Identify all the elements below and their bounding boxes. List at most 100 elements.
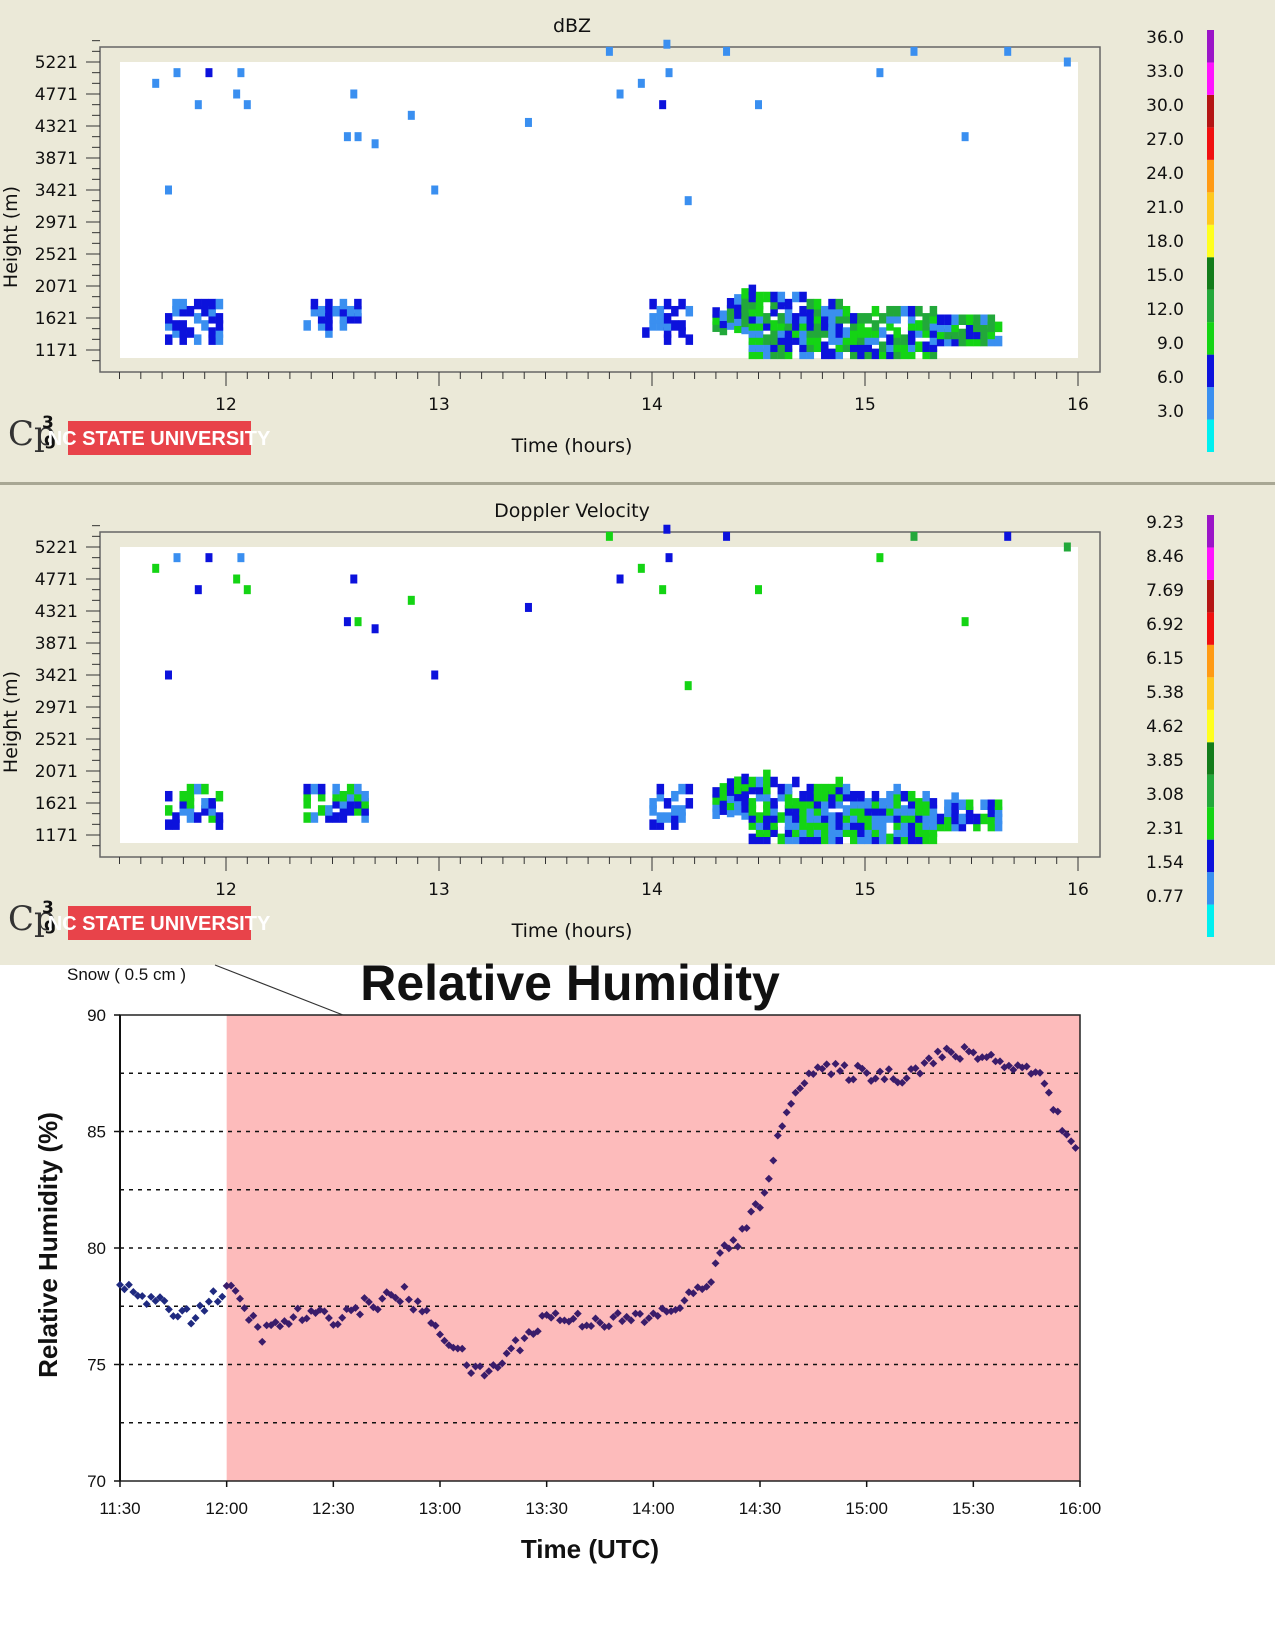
radar-echo-cell <box>876 68 884 78</box>
rh-data-point <box>787 1099 796 1108</box>
x-tick-label: 14 <box>641 880 663 900</box>
radar-echo-cell <box>770 327 778 338</box>
radar-echo-cell <box>828 327 836 338</box>
radar-echo-cell <box>343 617 351 627</box>
radar-echo-cell <box>346 783 355 795</box>
radar-echo-cell <box>878 348 887 360</box>
colorbar-segment <box>1207 904 1214 937</box>
radar-echo-cell <box>350 89 358 99</box>
radar-echo-cell <box>849 348 858 360</box>
radar-echo-cell <box>828 348 836 360</box>
rh-data-point <box>747 1207 756 1216</box>
radar-echo-cell <box>164 790 173 802</box>
radar-echo-cell <box>929 341 938 353</box>
radar-echo-cell <box>878 341 887 353</box>
colorbar-segment <box>1207 127 1214 160</box>
radar-echo-cell <box>828 833 836 845</box>
radar-echo-cell <box>922 313 930 324</box>
colorbar-label: 3.0 <box>1157 402 1184 422</box>
radar-echo-cell <box>980 799 988 810</box>
radar-echo-cell <box>179 305 187 317</box>
radar-echo-cell <box>777 298 786 310</box>
radar-echo-cell <box>179 790 187 802</box>
radar-echo-cell <box>712 321 720 332</box>
rh-data-point <box>431 1321 440 1330</box>
radar-echo-cell <box>965 314 974 325</box>
colorbar-segment <box>1207 322 1214 355</box>
colorbar-segment <box>1207 257 1214 290</box>
radar-echo-cell <box>799 327 807 338</box>
radar-echo-cell <box>973 813 981 825</box>
radar-echo-cell <box>755 298 764 310</box>
x-tick-label: 16 <box>1067 395 1089 415</box>
radar-echo-cell <box>734 776 742 788</box>
colorbar-label: 9.23 <box>1146 513 1184 533</box>
radar-echo-cell <box>871 826 880 838</box>
colorbar-label: 5.38 <box>1146 683 1184 703</box>
rh-data-point <box>827 1070 836 1079</box>
rh-data-point <box>604 1322 613 1331</box>
radar-echo-cell <box>343 132 351 142</box>
doppler-radar-plot: Doppler Velocity 5221 4771 4321 3871 3421 2971… <box>0 500 1214 942</box>
radar-echo-cell <box>835 305 844 317</box>
radar-echo-cell <box>763 769 771 781</box>
radar-echo-cell <box>748 805 757 816</box>
radar-echo-cell <box>152 563 160 573</box>
radar-echo-cell <box>907 798 916 809</box>
colorbar-label: 2.31 <box>1146 819 1184 839</box>
rh-data-point <box>227 1281 236 1290</box>
radar-echo-cell <box>893 305 901 317</box>
radar-echo-cell <box>910 46 918 56</box>
rh-data-point <box>422 1306 431 1315</box>
radar-echo-cell <box>915 305 923 317</box>
radar-echo-cell <box>835 313 844 324</box>
radar-echo-cell <box>915 812 923 823</box>
radar-echo-cell <box>821 320 829 331</box>
radar-echo-cell <box>835 826 844 838</box>
radar-echo-cell <box>755 320 764 331</box>
colorbar-segment <box>1207 94 1214 128</box>
rh-data-point <box>476 1362 484 1371</box>
x-tick-label: 12:00 <box>205 1499 248 1518</box>
radar-echo-cell <box>900 348 909 360</box>
radar-echo-cell <box>857 790 865 802</box>
radar-echo-cell <box>741 780 749 792</box>
radar-echo-cell <box>813 313 822 324</box>
radar-echo-cell <box>193 334 202 345</box>
radar-echo-cell <box>842 341 851 353</box>
radar-echo-cell <box>871 812 880 823</box>
radar-echo-cell <box>936 314 945 325</box>
radar-echo-cell <box>915 327 923 338</box>
radar-echo-cell <box>835 320 844 331</box>
y-tick-label: 4321 <box>35 602 78 622</box>
x-tick-label: 15 <box>854 880 876 900</box>
radar-echo-cell <box>806 805 815 816</box>
radar-echo-cell <box>616 89 624 99</box>
rh-data-point <box>569 1314 578 1323</box>
radar-echo-cell <box>325 327 333 338</box>
radar-echo-cell <box>915 798 923 809</box>
radar-echo-cell <box>179 298 187 310</box>
radar-echo-cell <box>915 320 923 331</box>
radar-echo-cell <box>958 328 967 340</box>
dbz-panel: dBZ 5221 4771 4321 3871 3421 2971 2521 2071 1621 1… <box>0 0 1275 482</box>
radar-echo-cell <box>726 799 735 811</box>
radar-echo-cell <box>763 348 771 360</box>
radar-echo-cell <box>755 348 764 360</box>
radar-echo-cell <box>726 305 735 316</box>
radar-echo-cell <box>922 341 930 353</box>
radar-echo-cell <box>987 806 996 818</box>
radar-echo-cell <box>748 776 757 788</box>
cpg-logo-superscript: 3 <box>42 413 54 433</box>
radar-echo-cell <box>173 553 181 563</box>
colorbar-label: 6.92 <box>1146 615 1184 635</box>
radar-echo-cell <box>994 813 1003 825</box>
radar-echo-cell <box>755 812 764 823</box>
radar-echo-cell <box>172 819 180 830</box>
radar-echo-cell <box>734 797 742 809</box>
radar-echo-cell <box>354 783 362 795</box>
radar-echo-cell <box>243 585 251 595</box>
radar-echo-cell <box>164 805 173 816</box>
radar-echo-cell <box>193 783 202 795</box>
rh-data-point <box>533 1327 542 1336</box>
